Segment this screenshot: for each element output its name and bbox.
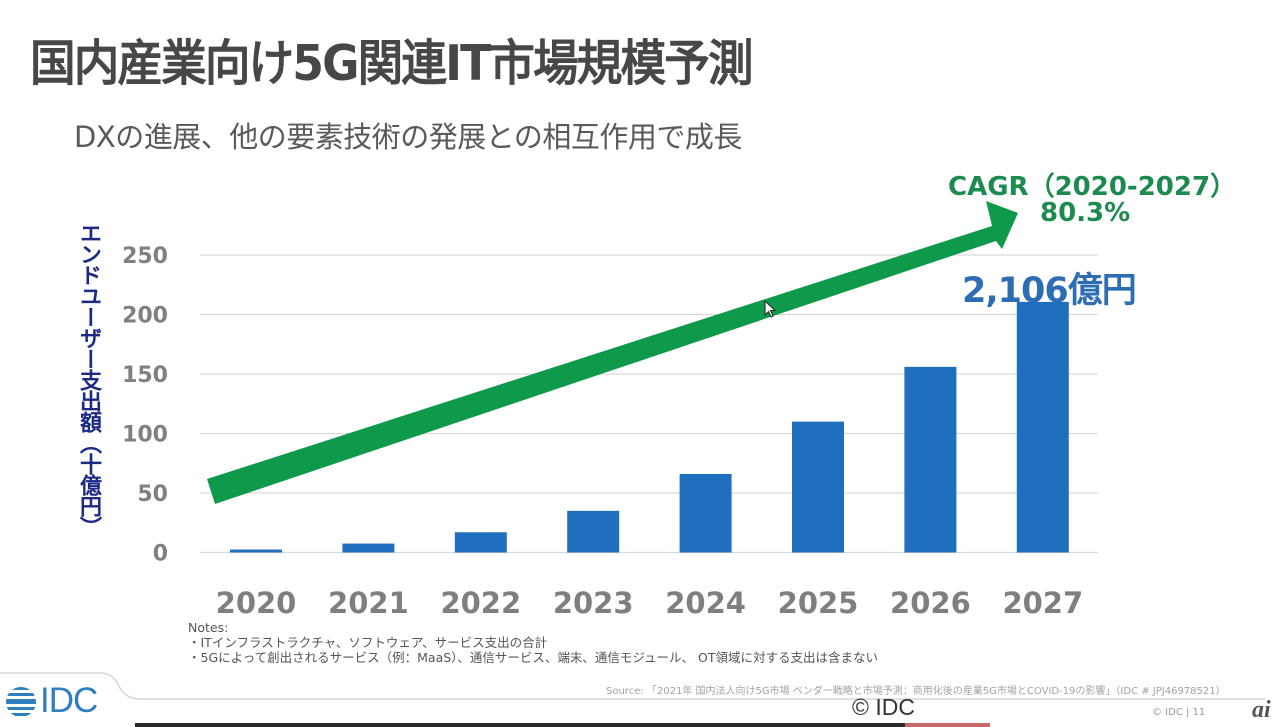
y-axis-ticks: 0 50 100 150 200 250 (122, 244, 168, 567)
cagr-value: 80.3% (1040, 198, 1131, 228)
bar-2021 (342, 543, 395, 553)
note-item: ・5Gによって創出されるサービス（例：MaaS）、通信サービス、端末、通信モジュ… (188, 650, 879, 665)
bar-2024 (679, 473, 732, 553)
y-tick-label: 50 (137, 482, 168, 507)
idc-logo: IDC (6, 681, 106, 720)
x-tick-label: 2021 (328, 586, 409, 620)
y-tick-label: 250 (122, 244, 168, 269)
y-tick-label: 200 (122, 304, 168, 329)
page-subtitle: DXの進展、他の要素技術の発展との相互作用で成長 (74, 120, 742, 154)
bar-2025 (792, 421, 844, 553)
x-tick-label: 2026 (890, 586, 971, 620)
bar-2023 (567, 510, 620, 553)
globe-icon (6, 687, 36, 716)
x-tick-label: 2025 (778, 586, 859, 620)
x-tick-label: 2022 (440, 586, 521, 620)
video-progress-bar[interactable] (135, 723, 990, 727)
copyright: © IDC (852, 694, 915, 720)
y-tick-label: 0 (153, 542, 168, 567)
mouse-cursor-icon (764, 300, 777, 318)
x-tick-label: 2020 (216, 586, 297, 620)
page-number-footer: © IDC | 11 (1152, 707, 1206, 718)
bar-2027 (1016, 301, 1069, 553)
brand-logo: ai (1252, 697, 1271, 723)
footer-divider (0, 672, 1265, 700)
idc-logo-text: IDC (40, 681, 98, 720)
notes: Notes: ・ITインフラストラクチャ、ソフトウェア、サービス支出の合計 ・5… (188, 620, 878, 665)
y-tick-label: 100 (122, 423, 168, 448)
x-tick-label: 2024 (665, 586, 746, 620)
notes-heading: Notes: (188, 620, 229, 635)
bars (230, 301, 1069, 553)
bar-2026 (904, 366, 957, 553)
video-progress-fill (905, 723, 990, 727)
page-title: 国内産業向け5G関連IT市場規模予測 (30, 35, 754, 92)
note-item: ・ITインフラストラクチャ、ソフトウェア、サービス支出の合計 (188, 635, 548, 650)
cagr-label: CAGR（2020-2027） (948, 172, 1237, 202)
y-axis-title: エンドユーザー支出額（十億円） (76, 222, 101, 537)
total-2027-label: 2,106億円 (962, 271, 1137, 311)
x-axis-ticks: 2020 2021 2022 2023 2024 2025 2026 2027 (216, 586, 1084, 620)
bar-2020 (230, 549, 282, 553)
bar-2022 (454, 532, 507, 553)
growth-arrow-icon (207, 201, 1018, 504)
source-citation: Source: 「2021年 国内法人向け5G市場 ベンダー戦略と市場予測：商用… (606, 686, 1226, 697)
y-tick-label: 150 (122, 363, 168, 388)
x-tick-label: 2027 (1002, 586, 1083, 620)
x-tick-label: 2023 (553, 586, 634, 620)
